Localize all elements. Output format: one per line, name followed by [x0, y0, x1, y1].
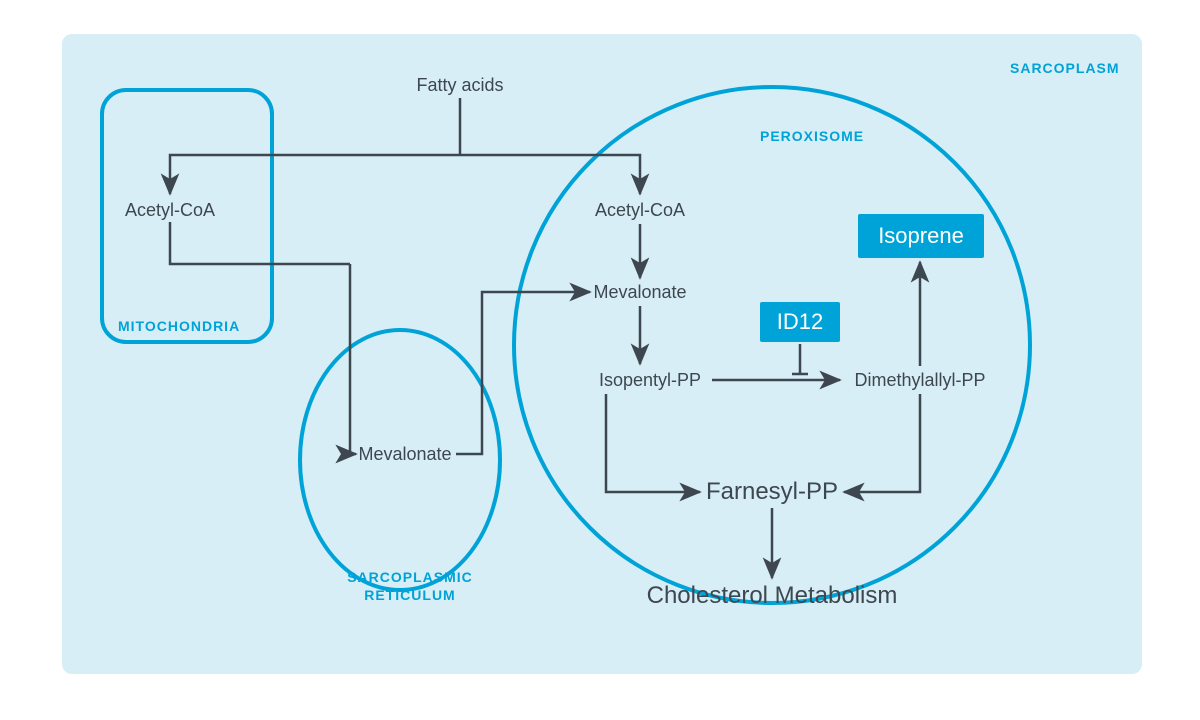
node-mevalonate-perox: Mevalonate [593, 282, 686, 303]
node-acetyl-coa-perox: Acetyl-CoA [595, 200, 685, 221]
peroxisome-label: PEROXISOME [760, 128, 864, 144]
badge-id12: ID12 [760, 302, 840, 342]
node-cholesterol-metabolism: Cholesterol Metabolism [647, 582, 898, 610]
node-acetyl-coa-mito: Acetyl-CoA [125, 200, 215, 221]
sarcoplasmic-reticulum-label: SARCOPLASMIC RETICULUM [330, 568, 490, 604]
node-farnesyl-pp: Farnesyl-PP [706, 478, 838, 506]
node-fatty-acids: Fatty acids [416, 75, 503, 96]
badge-isoprene: Isoprene [858, 214, 984, 258]
node-dimethylallyl-pp: Dimethylallyl-PP [854, 370, 985, 391]
sarcoplasm-panel [62, 34, 1142, 674]
node-isopentyl-pp: Isopentyl-PP [599, 370, 701, 391]
sarcoplasm-label: SARCOPLASM [1010, 60, 1120, 76]
diagram-stage: SARCOPLASM MITOCHONDRIA PEROXISOME SARCO… [0, 0, 1200, 720]
node-mevalonate-sr: Mevalonate [358, 444, 451, 465]
mitochondria-label: MITOCHONDRIA [118, 318, 240, 334]
